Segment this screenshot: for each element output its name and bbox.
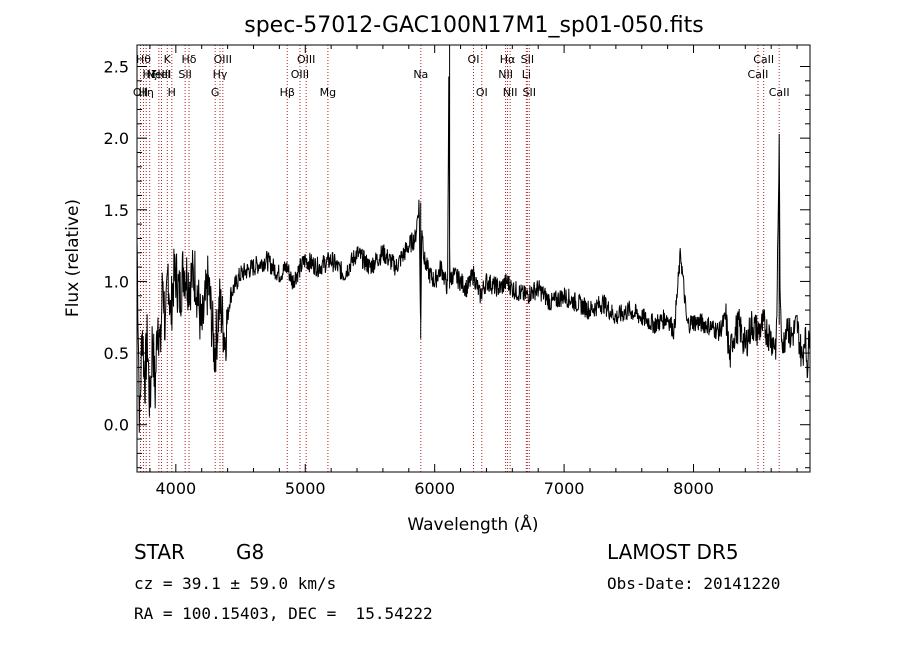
line-marker-label-16: Mg xyxy=(320,86,336,99)
line-marker-label-3: Hζ xyxy=(143,68,157,81)
line-marker-label-11: Hγ xyxy=(213,68,228,81)
line-marker-label-7: H xyxy=(168,86,176,99)
y-tick-label-0: 0.0 xyxy=(104,416,129,435)
line-marker-label-4: NeIII xyxy=(147,68,172,81)
line-marker-label-22: NII xyxy=(503,86,518,99)
line-marker-label-21: Hα xyxy=(500,53,516,66)
line-marker-label-9: Hδ xyxy=(182,53,197,66)
line-marker-labels: OIIHθHηHζNeIIIHeIKHSIIHδGHγOIIIHβOIIIOII… xyxy=(133,53,790,99)
x-axis-label: Wavelength (Å) xyxy=(407,513,538,535)
line-marker-label-5: HeI xyxy=(152,68,170,81)
line-marker-label-8: SII xyxy=(178,68,191,81)
line-marker-label-24: SII xyxy=(521,53,534,66)
spectrum-line xyxy=(136,45,811,433)
line-marker-label-10: G xyxy=(211,86,220,99)
line-markers xyxy=(139,45,780,472)
line-marker-label-20: NII xyxy=(498,68,513,81)
line-marker-label-23: Li xyxy=(522,68,531,81)
line-marker-label-1: Hθ xyxy=(136,53,151,66)
line-marker-label-19: OI xyxy=(476,86,488,99)
x-tick-label-3: 7000 xyxy=(544,479,585,498)
x-tick-label-2: 6000 xyxy=(414,479,455,498)
y-tick-label-1: 0.5 xyxy=(104,344,129,363)
line-marker-label-27: CaII xyxy=(753,53,774,66)
y-axis-ticks: 0.0 0.5 1.0 1.5 2.0 2.5 xyxy=(104,57,810,469)
x-tick-label-1: 5000 xyxy=(285,479,326,498)
line-marker-label-17: Na xyxy=(413,68,428,81)
object-class: STAR xyxy=(134,540,185,564)
y-axis-label: Flux (relative) xyxy=(63,199,83,317)
obs-date: Obs-Date: 20141220 xyxy=(607,574,781,593)
line-marker-label-13: Hβ xyxy=(280,86,295,99)
subclass: G8 xyxy=(236,540,265,564)
line-marker-label-15: OIII xyxy=(297,53,315,66)
y-tick-label-5: 2.5 xyxy=(104,57,129,76)
y-tick-label-4: 2.0 xyxy=(104,129,129,148)
x-axis-ticks: 4000 5000 6000 7000 8000 xyxy=(149,45,798,498)
coordinates: RA = 100.15403, DEC = 15.54222 xyxy=(134,604,433,623)
line-marker-label-12: OIII xyxy=(214,53,232,66)
redshift-text: cz = 39.1 ± 59.0 km/s xyxy=(134,574,337,593)
line-marker-label-2: Hη xyxy=(139,86,154,99)
x-tick-label-0: 4000 xyxy=(155,479,196,498)
x-tick-label-4: 8000 xyxy=(673,479,714,498)
line-marker-label-14: OIII xyxy=(291,68,309,81)
plot-frame xyxy=(136,44,811,473)
line-marker-label-25: SII xyxy=(523,86,536,99)
line-marker-label-28: CaII xyxy=(769,86,790,99)
y-tick-label-3: 1.5 xyxy=(104,201,129,220)
chart-title: spec-57012-GAC100N17M1_sp01-050.fits xyxy=(244,13,704,38)
line-marker-label-26: CaII xyxy=(748,68,769,81)
survey-name: LAMOST DR5 xyxy=(607,540,739,564)
y-tick-label-2: 1.0 xyxy=(104,272,129,291)
line-marker-label-6: K xyxy=(164,53,172,66)
line-marker-label-18: OI xyxy=(468,53,480,66)
